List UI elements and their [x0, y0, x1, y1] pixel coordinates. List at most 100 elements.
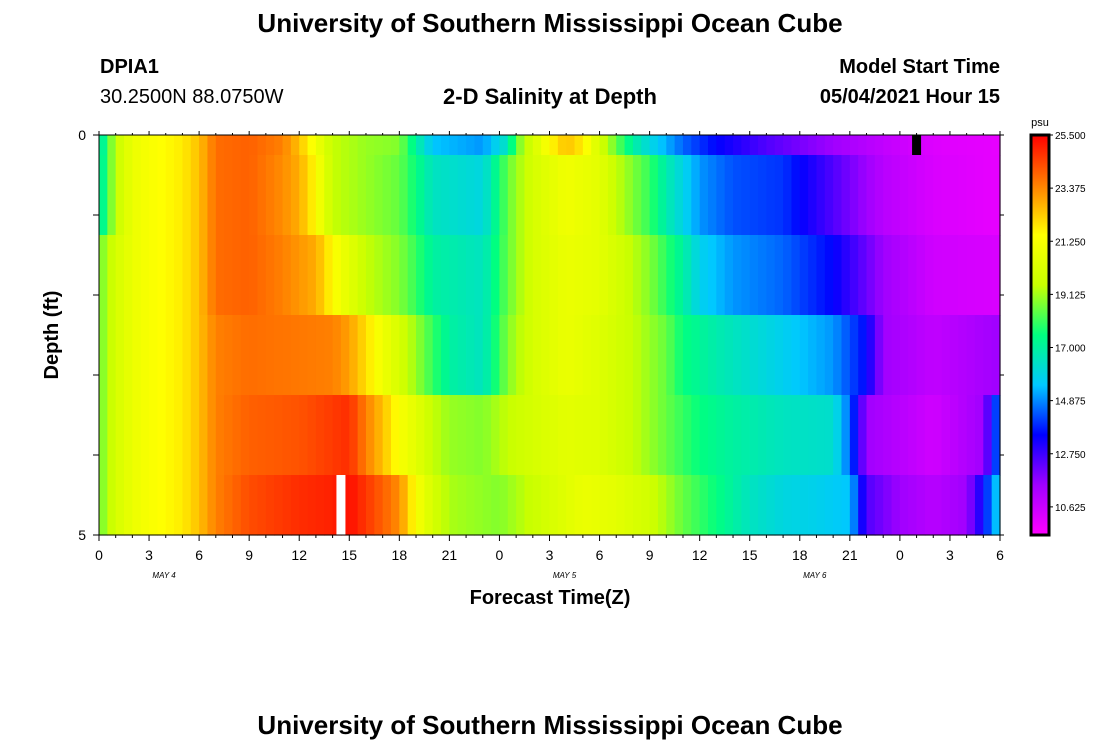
heatmap-cell — [549, 315, 559, 396]
heatmap-cell — [749, 235, 759, 316]
heatmap-cell — [824, 315, 834, 396]
heatmap-cell — [474, 155, 484, 236]
heatmap-cell — [774, 235, 784, 316]
heatmap-cell — [182, 135, 192, 156]
x-tick-label: 21 — [442, 547, 458, 563]
heatmap-cell — [99, 475, 108, 536]
heatmap-cell — [449, 315, 459, 396]
heatmap-cell — [616, 135, 626, 156]
heatmap-cell — [833, 235, 843, 316]
heatmap-cell — [783, 235, 793, 316]
heatmap-cell — [674, 315, 684, 396]
heatmap-cell — [899, 395, 909, 476]
heatmap-cell — [524, 395, 534, 476]
heatmap-cell — [441, 475, 450, 536]
heatmap-cell — [482, 395, 492, 476]
heatmap-cell — [874, 315, 884, 396]
heatmap-cell — [165, 315, 175, 396]
heatmap-cell — [274, 155, 284, 236]
heatmap-cell — [407, 315, 417, 396]
heatmap-cell — [499, 395, 509, 476]
heatmap-cell — [399, 135, 409, 156]
x-tick-label: 0 — [95, 547, 103, 563]
heatmap-cell — [466, 155, 476, 236]
heatmap-cell — [991, 395, 1001, 476]
heatmap-cell — [916, 395, 926, 476]
heatmap-cell — [441, 155, 450, 236]
heatmap-cell — [883, 395, 893, 476]
heatmap-cell — [257, 155, 267, 236]
heatmap-cell — [374, 315, 384, 396]
heatmap-cell — [382, 155, 392, 236]
heatmap-cell — [833, 395, 843, 476]
heatmap-cell — [407, 155, 417, 236]
heatmap-cell — [174, 155, 184, 236]
heatmap-cell — [966, 135, 976, 156]
heatmap-cell — [641, 235, 651, 316]
heatmap-cell — [866, 315, 876, 396]
heatmap-cell — [682, 315, 692, 396]
heatmap-cell — [516, 395, 526, 476]
heatmap-cell — [666, 315, 676, 396]
heatmap-cell — [924, 315, 934, 396]
heatmap-cell — [783, 135, 793, 156]
heatmap-cell — [457, 315, 467, 396]
heatmap-cell — [165, 135, 175, 156]
heatmap-cell — [499, 155, 509, 236]
heatmap-cell — [816, 315, 826, 396]
heatmap-cell — [808, 235, 818, 316]
x-tick-label: 0 — [496, 547, 504, 563]
heatmap-cell — [899, 235, 909, 316]
heatmap-cell — [140, 135, 150, 156]
heatmap-cell — [532, 155, 542, 236]
heatmap-cell — [274, 475, 284, 536]
heatmap-cell — [182, 155, 192, 236]
heatmap-cell — [958, 155, 968, 236]
heatmap-cell — [949, 155, 959, 236]
heatmap-cell — [199, 135, 209, 156]
x-tick-label: 15 — [742, 547, 758, 563]
heatmap-cell — [265, 135, 275, 156]
heatmap-cell — [207, 235, 217, 316]
heatmap-cell — [616, 315, 626, 396]
station-coordinates: 30.2500N 88.0750W — [100, 86, 284, 108]
heatmap-cell — [357, 135, 367, 156]
heatmap-cell — [566, 395, 576, 476]
heatmap-cell — [591, 395, 601, 476]
heatmap-cell — [933, 475, 943, 536]
heatmap-cell — [399, 155, 409, 236]
heatmap-cell — [315, 135, 325, 156]
heatmap-cell — [315, 475, 325, 536]
heatmap-cell — [924, 155, 934, 236]
heatmap-cell — [566, 475, 576, 536]
heatmap-cell — [541, 235, 551, 316]
heatmap-cell — [99, 135, 108, 156]
heatmap-cell — [724, 315, 734, 396]
heatmap-cell — [816, 155, 826, 236]
model-start-label: Model Start Time — [839, 56, 1000, 78]
heatmap-cell — [424, 235, 434, 316]
heatmap-cell — [624, 155, 634, 236]
heatmap-cell — [858, 315, 868, 396]
heatmap-cell — [149, 135, 158, 156]
heatmap-cell — [891, 475, 901, 536]
heatmap-cell — [657, 235, 667, 316]
heatmap-cell — [708, 235, 717, 316]
heatmap-cell — [215, 235, 225, 316]
heatmap-cell — [149, 155, 158, 236]
heatmap-cell — [532, 475, 542, 536]
heatmap-cell — [849, 235, 859, 316]
heatmap-cell — [315, 315, 325, 396]
heatmap-cell — [566, 155, 576, 236]
heatmap-cell — [724, 475, 734, 536]
heatmap-cell — [140, 475, 150, 536]
heatmap-cell — [474, 395, 484, 476]
heatmap-cell — [382, 475, 392, 536]
heatmap-cell — [733, 235, 742, 316]
heatmap-cell — [682, 395, 692, 476]
x-tick-label: 21 — [842, 547, 858, 563]
heatmap-cell — [582, 395, 592, 476]
heatmap-cell — [290, 155, 300, 236]
heatmap-cell — [274, 135, 284, 156]
heatmap-cell — [874, 135, 884, 156]
